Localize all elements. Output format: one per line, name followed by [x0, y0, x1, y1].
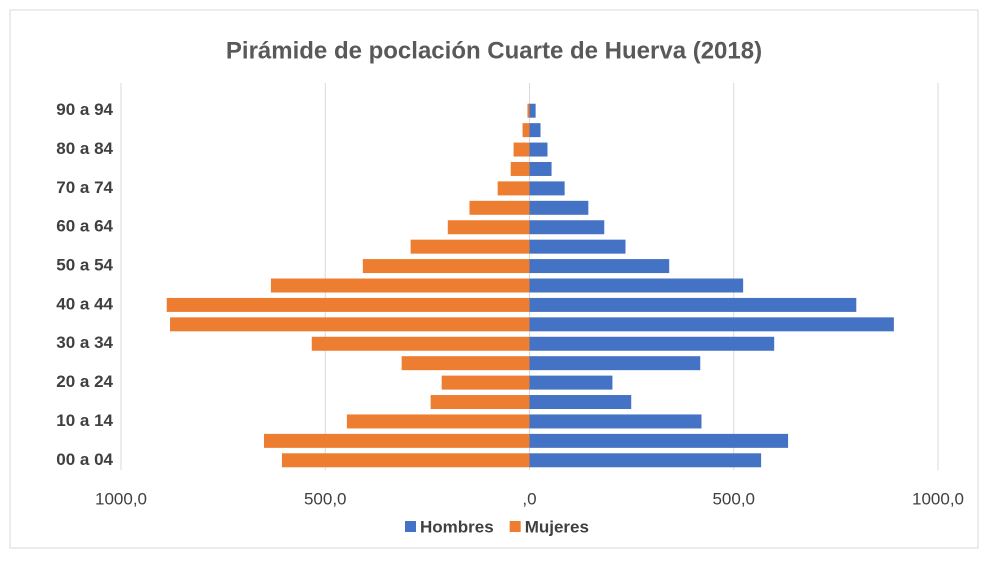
- bar: [513, 142, 530, 157]
- x-tick-label: 1000,0: [95, 489, 147, 508]
- bar: [263, 433, 530, 448]
- bar: [311, 336, 530, 351]
- bar: [529, 278, 744, 293]
- bar: [430, 395, 530, 410]
- x-tick-label: 500,0: [712, 489, 755, 508]
- bar: [529, 220, 605, 235]
- chart-title: Pirámide de poclación Cuarte de Huerva (…: [226, 37, 762, 64]
- legend-label: Mujeres: [525, 517, 589, 536]
- bar: [529, 181, 565, 196]
- bar: [170, 317, 530, 332]
- bar: [362, 259, 530, 274]
- x-tick-label: 500,0: [304, 489, 347, 508]
- bar: [529, 375, 613, 390]
- bar: [529, 453, 762, 468]
- legend-label: Hombres: [420, 517, 494, 536]
- bar: [401, 356, 530, 371]
- bar: [529, 336, 775, 351]
- y-tick-label: 70 a 74: [56, 178, 113, 197]
- y-tick-label: 60 a 64: [56, 217, 113, 236]
- bar: [529, 414, 702, 429]
- bar: [529, 433, 789, 448]
- bar: [510, 161, 530, 176]
- x-tick-label: 1000,0: [912, 489, 964, 508]
- bar: [529, 317, 894, 332]
- bar: [522, 123, 530, 138]
- bar: [410, 239, 530, 254]
- y-tick-label: 00 a 04: [56, 450, 113, 469]
- bar: [529, 259, 670, 274]
- bar: [529, 142, 548, 157]
- bar: [529, 297, 857, 312]
- y-tick-label: 10 a 14: [56, 411, 113, 430]
- bar: [469, 200, 530, 215]
- bar: [529, 161, 552, 176]
- bar: [529, 239, 626, 254]
- bar: [529, 395, 632, 410]
- bar: [527, 103, 530, 118]
- bar: [346, 414, 530, 429]
- bar: [447, 220, 530, 235]
- bar: [529, 123, 541, 138]
- bar: [529, 200, 589, 215]
- bar: [529, 103, 536, 118]
- bar: [270, 278, 530, 293]
- bar: [497, 181, 530, 196]
- y-tick-label: 40 a 44: [56, 294, 113, 313]
- y-tick-label: 80 a 84: [56, 139, 113, 158]
- y-tick-label: 50 a 54: [56, 256, 113, 275]
- bar: [529, 356, 701, 371]
- bar: [166, 297, 530, 312]
- x-tick-label: ,0: [522, 489, 536, 508]
- legend-swatch: [405, 521, 416, 532]
- bar: [281, 453, 530, 468]
- legend-swatch: [509, 521, 521, 532]
- y-tick-label: 30 a 34: [56, 333, 113, 352]
- y-tick-label: 20 a 24: [56, 372, 113, 391]
- bar: [441, 375, 530, 390]
- y-tick-label: 90 a 94: [56, 100, 113, 119]
